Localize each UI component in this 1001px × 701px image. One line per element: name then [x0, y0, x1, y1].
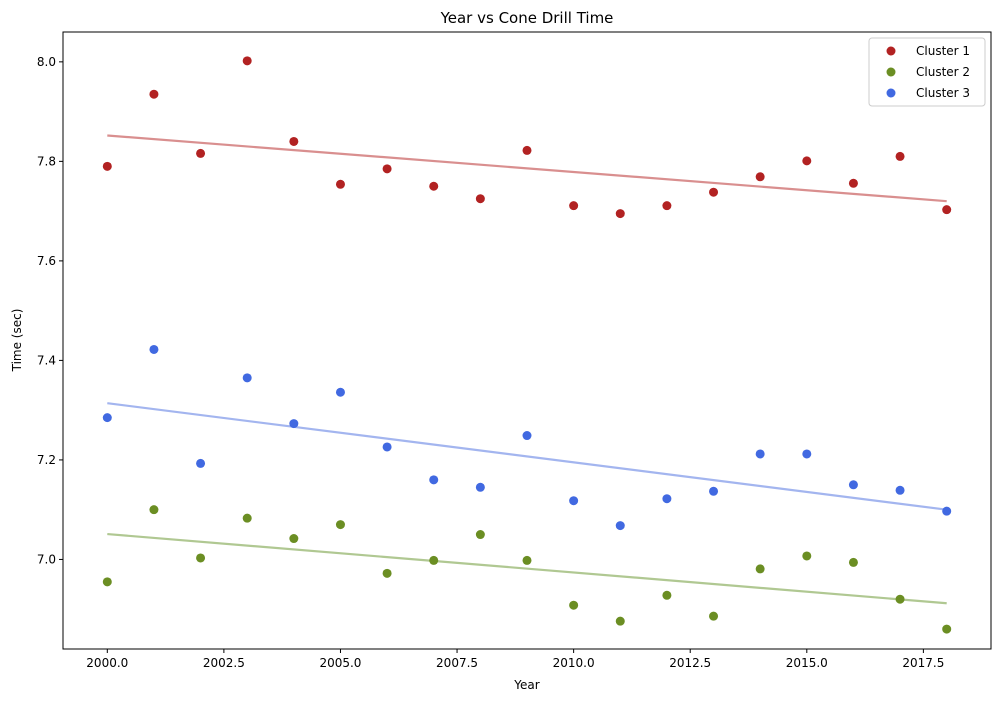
y-tick-label: 7.2	[37, 453, 56, 467]
point-cluster-2	[522, 555, 532, 565]
x-tick-label: 2005.0	[319, 656, 361, 670]
legend-box	[868, 37, 986, 107]
point-cluster-3	[242, 373, 252, 383]
point-cluster-1	[848, 178, 858, 188]
point-cluster-3	[102, 413, 112, 423]
point-cluster-1	[475, 194, 485, 204]
y-axis-label: Time (sec)	[10, 309, 24, 373]
point-cluster-2	[942, 624, 952, 634]
legend-marker-cluster-3	[886, 88, 896, 98]
point-cluster-2	[335, 520, 345, 530]
point-cluster-1	[522, 145, 532, 155]
point-cluster-3	[895, 485, 905, 495]
point-cluster-3	[709, 486, 719, 496]
data-points	[102, 56, 952, 634]
x-tick-label: 2017.5	[902, 656, 944, 670]
point-cluster-2	[102, 577, 112, 587]
point-cluster-3	[475, 482, 485, 492]
x-axis-ticks: 2000.0 2002.5 2005.0 2007.5 2010.0 2012.5 2015…	[86, 649, 944, 670]
legend-marker-cluster-1	[886, 46, 896, 56]
point-cluster-2	[475, 530, 485, 540]
point-cluster-2	[755, 564, 765, 574]
y-axis-ticks: 7.0 7.2 7.4 7.6 7.8 8.0	[37, 55, 63, 566]
point-cluster-3	[942, 506, 952, 516]
point-cluster-3	[662, 494, 672, 504]
y-tick-label: 7.0	[37, 552, 56, 566]
legend-label-cluster-2: Cluster 2	[916, 65, 970, 79]
trend-line-cluster-1	[107, 134, 947, 203]
point-cluster-1	[895, 151, 905, 161]
point-cluster-3	[335, 387, 345, 397]
point-cluster-2	[196, 553, 206, 563]
point-cluster-1	[335, 179, 345, 189]
point-cluster-2	[289, 534, 299, 544]
point-cluster-3	[429, 475, 439, 485]
trend-lines	[107, 134, 947, 605]
point-cluster-1	[755, 172, 765, 182]
point-cluster-1	[242, 56, 252, 66]
y-tick-label: 7.4	[37, 353, 56, 367]
x-axis-label: Year	[513, 678, 539, 692]
x-tick-label: 2012.5	[669, 656, 711, 670]
x-tick-label: 2002.5	[203, 656, 245, 670]
point-cluster-1	[802, 156, 812, 166]
point-cluster-1	[709, 187, 719, 197]
point-cluster-2	[802, 551, 812, 561]
legend-label-cluster-3: Cluster 3	[916, 86, 970, 100]
y-tick-label: 7.6	[37, 254, 56, 268]
point-cluster-1	[196, 148, 206, 158]
point-cluster-3	[848, 480, 858, 490]
trend-line-cluster-3	[107, 402, 947, 511]
point-cluster-2	[709, 611, 719, 621]
x-tick-label: 2010.0	[553, 656, 595, 670]
point-cluster-1	[429, 181, 439, 191]
legend-marker-cluster-2	[886, 67, 896, 77]
point-cluster-2	[149, 505, 159, 515]
point-cluster-3	[289, 419, 299, 429]
point-cluster-1	[149, 89, 159, 99]
point-cluster-1	[569, 201, 579, 211]
legend: Cluster 1 Cluster 2 Cluster 3	[868, 37, 986, 107]
point-cluster-1	[942, 205, 952, 215]
point-cluster-3	[196, 458, 206, 468]
plot-frame	[62, 31, 992, 650]
point-cluster-1	[382, 164, 392, 174]
point-cluster-3	[522, 431, 532, 441]
point-cluster-1	[662, 201, 672, 211]
point-cluster-3	[755, 449, 765, 459]
y-tick-label: 7.8	[37, 154, 56, 168]
point-cluster-2	[662, 590, 672, 600]
point-cluster-3	[569, 496, 579, 506]
point-cluster-2	[382, 568, 392, 578]
point-cluster-3	[382, 442, 392, 452]
trend-line-cluster-2	[107, 532, 947, 605]
point-cluster-1	[102, 161, 112, 171]
point-cluster-2	[242, 513, 252, 523]
point-cluster-3	[802, 449, 812, 459]
point-cluster-1	[615, 209, 625, 219]
chart-title: Year vs Cone Drill Time	[440, 9, 614, 27]
point-cluster-1	[289, 136, 299, 146]
point-cluster-2	[615, 616, 625, 626]
legend-label-cluster-1: Cluster 1	[916, 44, 970, 58]
point-cluster-2	[569, 600, 579, 610]
x-tick-label: 2007.5	[436, 656, 478, 670]
point-cluster-3	[615, 521, 625, 531]
y-tick-label: 8.0	[37, 55, 56, 69]
point-cluster-2	[848, 557, 858, 567]
point-cluster-2	[429, 555, 439, 565]
point-cluster-3	[149, 344, 159, 354]
x-tick-label: 2015.0	[786, 656, 828, 670]
point-cluster-2	[895, 594, 905, 604]
x-tick-label: 2000.0	[86, 656, 128, 670]
